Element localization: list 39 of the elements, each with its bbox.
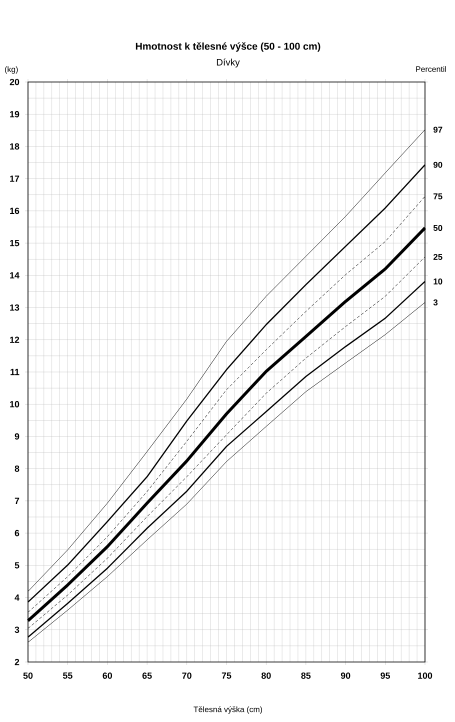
y-tick-label: 13 xyxy=(10,304,20,311)
y-tick-label: 4 xyxy=(14,594,20,601)
y-tick-label: 11 xyxy=(10,368,20,376)
y-tick-label: 6 xyxy=(14,530,20,536)
x-tick-label: 70 xyxy=(182,672,192,679)
x-tick-label: 65 xyxy=(142,672,152,679)
y-tick-label: 20 xyxy=(10,78,20,86)
y-tick-label: 9 xyxy=(14,433,20,440)
x-tick-label: 50 xyxy=(23,672,33,679)
y-tick-label: 7 xyxy=(14,498,20,504)
y-tick-label: 18 xyxy=(10,143,20,150)
y-tick-label: 5 xyxy=(14,562,20,568)
x-tick-label: 100 xyxy=(418,672,432,679)
series-label: 3 xyxy=(433,299,438,306)
x-tick-label: 75 xyxy=(222,672,232,679)
series-label: 90 xyxy=(433,162,442,168)
series-label: 75 xyxy=(434,193,442,200)
x-tick-label: 80 xyxy=(261,672,271,679)
y-tick-label: 3 xyxy=(14,626,20,633)
x-tick-label: 55 xyxy=(62,672,72,679)
y-tick-label: 16 xyxy=(10,208,20,214)
series-label: 10 xyxy=(434,278,442,284)
y-tick-label: 17 xyxy=(10,176,20,182)
x-tick-label: 95 xyxy=(380,672,390,679)
y-tick-label: 14 xyxy=(10,272,20,278)
y-tick-label: 15 xyxy=(10,240,20,246)
chart-subtitle: Dívky xyxy=(216,58,240,68)
x-tick-label: 85 xyxy=(301,672,311,679)
x-tick-label: 90 xyxy=(340,672,350,679)
x-tick-label: 60 xyxy=(102,672,112,679)
series-label: 25 xyxy=(433,254,442,260)
y-tick-label: 8 xyxy=(14,465,20,472)
y-tick-label: 12 xyxy=(10,336,20,343)
series-label: 50 xyxy=(433,224,442,231)
y-tick-label: 2 xyxy=(14,658,20,666)
y-tick-label: 19 xyxy=(10,111,20,118)
y-tick-label: 10 xyxy=(10,401,20,408)
chart-title: Hmotnost k tělesné výšce (50 - 100 cm) xyxy=(136,42,320,52)
series-label: 97 xyxy=(433,126,442,133)
